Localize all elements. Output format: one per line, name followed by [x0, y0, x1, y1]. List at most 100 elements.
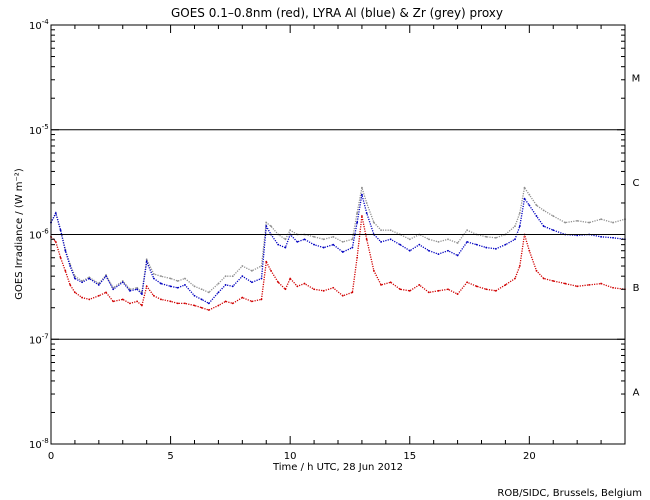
data-point — [399, 243, 402, 246]
data-point — [361, 186, 363, 189]
data-point — [81, 281, 83, 284]
data-point — [200, 288, 203, 291]
data-point — [466, 281, 469, 284]
data-point — [456, 254, 459, 257]
data-point — [81, 296, 83, 299]
data-point — [588, 221, 591, 224]
data-point — [207, 291, 210, 294]
data-point — [105, 275, 107, 278]
data-point — [112, 300, 115, 303]
data-point — [494, 236, 497, 239]
data-point — [81, 280, 83, 282]
data-point — [576, 285, 579, 288]
data-point — [200, 306, 203, 309]
data-point — [408, 289, 411, 292]
data-point — [217, 304, 220, 307]
data-point — [418, 243, 421, 246]
data-point — [600, 218, 602, 221]
data-point — [145, 260, 148, 263]
data-point — [313, 288, 315, 291]
data-point — [303, 282, 306, 285]
data-point — [88, 298, 91, 301]
chart-title: GOES 0.1–0.8nm (red), LYRA Al (blue) & Z… — [171, 6, 503, 20]
data-point — [160, 298, 162, 301]
data-point — [456, 242, 459, 244]
data-point — [152, 294, 155, 297]
data-point — [145, 285, 148, 288]
data-point — [542, 277, 545, 280]
x-tick-label: 10 — [284, 451, 297, 462]
data-point — [341, 251, 344, 253]
data-point — [241, 275, 244, 278]
data-point — [260, 298, 263, 301]
data-point — [277, 281, 280, 284]
data-point — [518, 212, 521, 215]
data-point — [105, 291, 107, 294]
data-point — [251, 269, 253, 272]
data-point — [241, 265, 244, 267]
y-tick-label: 10-7 — [29, 332, 49, 346]
data-point — [217, 282, 220, 285]
data-point — [356, 256, 359, 259]
data-point — [296, 285, 299, 288]
data-point — [466, 240, 469, 243]
data-point — [207, 302, 210, 305]
data-point — [518, 265, 521, 267]
data-point — [437, 289, 440, 292]
data-point — [380, 240, 382, 243]
series-line-0 — [50, 215, 626, 311]
data-point — [528, 249, 531, 252]
data-point — [284, 246, 287, 249]
y-tick-label: 10-5 — [29, 123, 49, 137]
data-point — [129, 289, 131, 292]
data-point — [193, 285, 196, 288]
data-point — [184, 302, 186, 305]
data-point — [542, 225, 545, 228]
data-point — [265, 260, 268, 263]
data-point — [97, 284, 100, 286]
data-point — [389, 281, 392, 284]
data-point — [389, 238, 392, 241]
data-point — [224, 275, 227, 278]
x-tick-label: 5 — [167, 451, 173, 462]
data-point — [64, 249, 67, 252]
data-point — [365, 202, 368, 204]
data-point — [485, 246, 488, 249]
data-point — [69, 265, 72, 267]
data-point — [251, 300, 253, 303]
data-point — [136, 300, 139, 303]
y-tick-label: 10-6 — [29, 228, 49, 242]
data-point — [224, 300, 227, 303]
data-point — [588, 284, 591, 286]
data-point — [200, 298, 203, 301]
data-point — [160, 282, 162, 285]
data-point — [296, 240, 299, 243]
data-point — [361, 193, 363, 196]
y-axis: 10-8 10-7 10-6 10-5 10-4 — [29, 18, 625, 451]
data-point — [427, 238, 430, 241]
data-point — [447, 238, 449, 241]
data-point — [140, 293, 143, 295]
data-point — [265, 225, 268, 228]
data-point — [351, 291, 354, 294]
data-point — [303, 238, 306, 241]
data-point — [494, 247, 497, 250]
data-point — [260, 277, 263, 280]
series-line-2 — [50, 186, 626, 294]
data-point — [231, 302, 234, 305]
data-point — [389, 229, 392, 232]
data-point — [332, 243, 335, 246]
data-point — [289, 229, 292, 232]
data-point — [600, 235, 602, 238]
data-point — [69, 284, 72, 286]
data-point — [361, 215, 363, 217]
data-point — [152, 273, 155, 275]
data-point — [535, 215, 538, 217]
data-point — [145, 258, 148, 261]
data-point — [408, 249, 411, 252]
data-point — [351, 246, 354, 249]
data-point — [270, 225, 272, 228]
x-tick-label: 20 — [523, 451, 536, 462]
data-point — [251, 281, 253, 284]
data-point — [485, 288, 488, 291]
